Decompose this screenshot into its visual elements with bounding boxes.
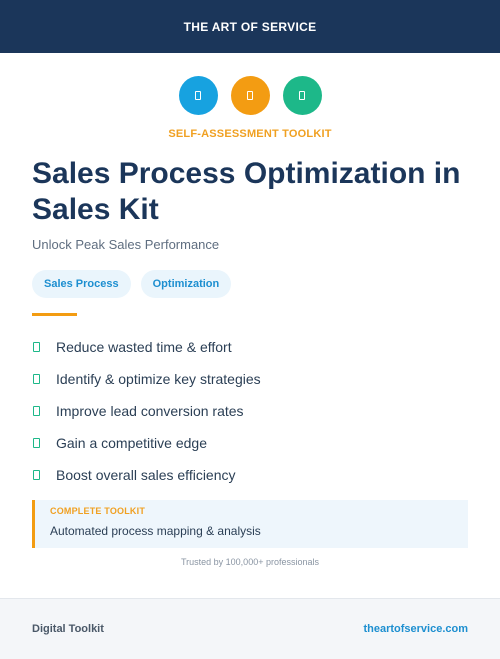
benefit-text: Reduce wasted time & effort <box>56 339 232 355</box>
check-icon <box>33 342 40 352</box>
trust-note: Trusted by 100,000+ professionals <box>180 557 319 567</box>
document-icon <box>299 91 305 100</box>
check-icon <box>33 438 40 448</box>
document-icon-green <box>282 76 322 115</box>
tag-list: Sales Process Optimization <box>32 270 232 298</box>
benefit-text: Gain a competitive edge <box>56 435 207 451</box>
footer-label: Digital Toolkit <box>32 623 104 635</box>
page-title: Sales Process Optimization in Sales Kit <box>32 157 461 226</box>
document-icon <box>247 91 253 100</box>
icon-row <box>0 76 500 115</box>
tag-optimization[interactable]: Optimization <box>140 270 232 298</box>
footer: Digital Toolkit theartofservice.com <box>0 598 500 659</box>
callout-kicker: COMPLETE TOOLKIT <box>50 506 146 516</box>
benefit-item: Boost overall sales efficiency <box>32 459 472 491</box>
benefit-item: Reduce wasted time & effort <box>32 331 472 363</box>
toolkit-callout: COMPLETE TOOLKIT Automated process mappi… <box>32 500 468 548</box>
brand-name: THE ART OF SERVICE <box>183 19 317 34</box>
benefit-text: Identify & optimize key strategies <box>56 371 261 387</box>
top-bar: THE ART OF SERVICE <box>0 0 500 53</box>
accent-divider <box>32 313 77 316</box>
document-icon-blue <box>178 76 218 115</box>
eyebrow-label: SELF-ASSESSMENT TOOLKIT <box>168 128 332 140</box>
benefit-item: Gain a competitive edge <box>32 427 472 459</box>
benefit-item: Identify & optimize key strategies <box>32 363 472 395</box>
benefit-text: Improve lead conversion rates <box>56 403 244 419</box>
callout-text: Automated process mapping & analysis <box>50 524 261 538</box>
tag-sales-process[interactable]: Sales Process <box>32 270 131 298</box>
benefit-item: Improve lead conversion rates <box>32 395 472 427</box>
website-link[interactable]: theartofservice.com <box>363 623 468 635</box>
benefit-list: Reduce wasted time & effort Identify & o… <box>32 331 472 491</box>
check-icon <box>33 406 40 416</box>
document-icon <box>195 91 201 100</box>
check-icon <box>33 374 40 384</box>
document-icon-orange <box>230 76 270 115</box>
subtitle: Unlock Peak Sales Performance <box>32 237 220 252</box>
benefit-text: Boost overall sales efficiency <box>56 467 236 483</box>
check-icon <box>33 470 40 480</box>
